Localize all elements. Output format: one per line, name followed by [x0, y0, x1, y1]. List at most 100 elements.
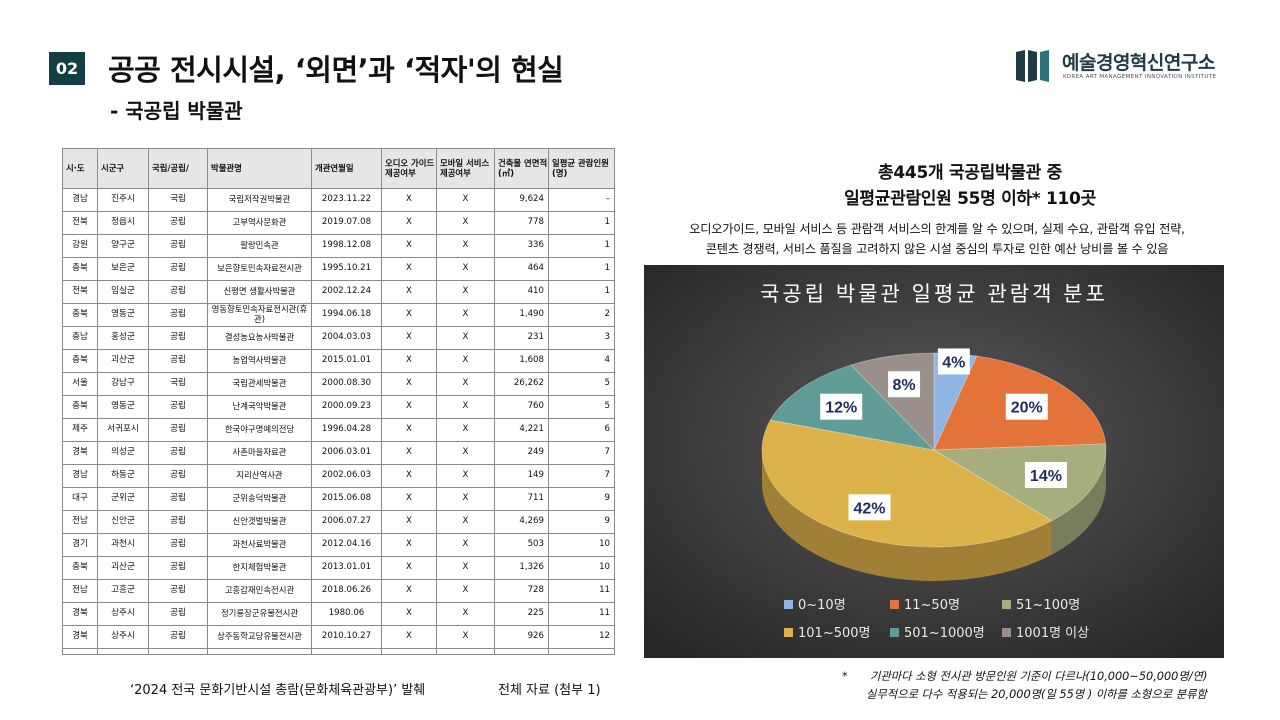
- table-cell: 경북: [62, 602, 98, 626]
- table-cell: X: [436, 234, 495, 258]
- table-cell: 공립: [148, 326, 208, 350]
- legend-label: 101~500명: [798, 626, 870, 641]
- table-cell: 공립: [148, 602, 208, 626]
- table-cell: 2002.06.03: [311, 464, 382, 488]
- table-cell: 경북: [62, 625, 98, 649]
- table-cell: 과천시: [97, 533, 149, 557]
- table-cell: 2012.04.16: [311, 533, 382, 557]
- table-cell: X: [381, 441, 437, 465]
- table-cell: 공립: [148, 303, 208, 327]
- data-label: 12%: [825, 400, 857, 417]
- table-cell: X: [381, 303, 437, 327]
- table-cell: X: [436, 602, 495, 626]
- page-title: 공공 전시시설, ‘외면’과 ‘적자'의 현실: [108, 53, 564, 87]
- table-header-cell: 개관연월일: [311, 148, 382, 189]
- table-cell: 26,262: [494, 372, 549, 396]
- table-row: 경기 과천시 공립 과천사료박물관 2012.04.16 X X 503 10: [62, 533, 615, 557]
- table-cell: 9: [548, 487, 615, 511]
- table-cell: [494, 648, 549, 655]
- table-cell: 1: [548, 211, 615, 235]
- table-row: 충남 홍성군 공립 결성농요농사박물관 2004.03.03 X X 231 3: [62, 326, 615, 350]
- table-cell: [311, 648, 382, 655]
- table-cell: 공립: [148, 418, 208, 442]
- table-cell: 강원: [62, 234, 98, 258]
- table-cell: 4,269: [494, 510, 549, 534]
- table-cell: 7: [548, 464, 615, 488]
- table-cell: 전남: [62, 579, 98, 603]
- table-cell: 국립관세박물관: [207, 372, 312, 396]
- pie-slice-side: [762, 450, 1052, 581]
- table-cell: 1,608: [494, 349, 549, 373]
- footnote-star: *: [842, 670, 848, 683]
- table-cell: 11: [548, 579, 615, 603]
- legend-label: 1001명 이상: [1016, 626, 1089, 641]
- data-label-box: [848, 494, 891, 521]
- footnote-line-1: 기관마다 소형 전시관 방문인원 기준이 다르나(10,000~50,000명/…: [870, 670, 1208, 683]
- table-cell: 경북: [62, 441, 98, 465]
- table-cell: [381, 648, 437, 655]
- table-cell: –: [548, 188, 615, 212]
- table-cell: 사촌마을자료관: [207, 441, 312, 465]
- table-cell: X: [436, 257, 495, 281]
- legend-swatch: [1002, 628, 1011, 637]
- legend-swatch: [890, 628, 899, 637]
- table-cell: 공립: [148, 487, 208, 511]
- table-cell: 4: [548, 349, 615, 373]
- table-cell: 1: [548, 280, 615, 304]
- table-cell: 괴산군: [97, 556, 149, 580]
- institute-logo: 예술경영혁신연구소 KOREA ART MANAGEMENT INNOVATIO…: [1016, 48, 1236, 86]
- table-row: 전북 임실군 공립 신평면 생활사박물관 2002.12.24 X X 410 1: [62, 280, 615, 304]
- table-cell: X: [436, 303, 495, 327]
- chart-description: 오디오가이드, 모바일 서비스 등 관람객 서비스의 한계를 알 수 있으며, …: [652, 219, 1222, 259]
- table-cell: X: [381, 234, 437, 258]
- table-cell: 신평면 생활사박물관: [207, 280, 312, 304]
- legend-label: 11~50명: [904, 598, 960, 613]
- pie-chart-panel: 국공립 박물관 일평균 관람객 분포 4% 20% 14% 42% 12% 8% 0~10…: [644, 265, 1224, 658]
- table-cell: [548, 648, 615, 655]
- table-cell: X: [436, 326, 495, 350]
- table-cell: X: [381, 188, 437, 212]
- table-cell: 충북: [62, 395, 98, 419]
- table-cell: 249: [494, 441, 549, 465]
- data-label-box: [888, 371, 921, 398]
- chart-title: 국공립 박물관 일평균 관람객 분포: [760, 283, 1108, 306]
- table-cell: 231: [494, 326, 549, 350]
- table-cell: 464: [494, 257, 549, 281]
- data-label: 42%: [853, 500, 885, 517]
- table-cell: 11: [548, 602, 615, 626]
- table-cell: 2000.08.30: [311, 372, 382, 396]
- table-cell: 1998.12.08: [311, 234, 382, 258]
- table-cell: 6: [548, 418, 615, 442]
- table-cell: 결성농요농사박물관: [207, 326, 312, 350]
- table-row: 경북 상주시 공립 정기룡장군유물전시관 1980.06 X X 225 11: [62, 602, 615, 626]
- table-cell: [436, 648, 495, 655]
- museum-table: 시·도 시군구 국립/공립/박물관명 개관연월일 오디오 가이드 제공여부 모바일 서비스…: [62, 148, 615, 655]
- table-cell: 1994.06.18: [311, 303, 382, 327]
- table-cell: 926: [494, 625, 549, 649]
- table-cell: 의성군: [97, 441, 149, 465]
- table-cell: 보은향토민속자료전시관: [207, 257, 312, 281]
- table-cell: X: [436, 510, 495, 534]
- table-header-cell: 국립/공립/: [148, 148, 208, 189]
- table-cell: [207, 648, 312, 655]
- table-cell: 1: [548, 257, 615, 281]
- table-cell: 상주시: [97, 625, 149, 649]
- table-cell: X: [381, 625, 437, 649]
- table-cell: 공립: [148, 280, 208, 304]
- table-row: 충북 영동군 공립 영동향토민속자료전시관(휴관) 1994.06.18 X X 1,490 2: [62, 303, 615, 327]
- table-cell: 12: [548, 625, 615, 649]
- data-label: 8%: [892, 377, 915, 394]
- table-cell: X: [436, 464, 495, 488]
- legend-label: 501~1000명: [904, 626, 985, 641]
- table-cell: X: [436, 188, 495, 212]
- table-cell: 1,326: [494, 556, 549, 580]
- table-cell: X: [381, 556, 437, 580]
- table-cell: 7: [548, 441, 615, 465]
- data-label-box: [820, 393, 863, 420]
- table-cell: 서귀포시: [97, 418, 149, 442]
- table-cell: 9: [548, 510, 615, 534]
- table-cell: 한국야구명예의전당: [207, 418, 312, 442]
- table-cell: 대구: [62, 487, 98, 511]
- table-cell: 778: [494, 211, 549, 235]
- table-cell: 공립: [148, 579, 208, 603]
